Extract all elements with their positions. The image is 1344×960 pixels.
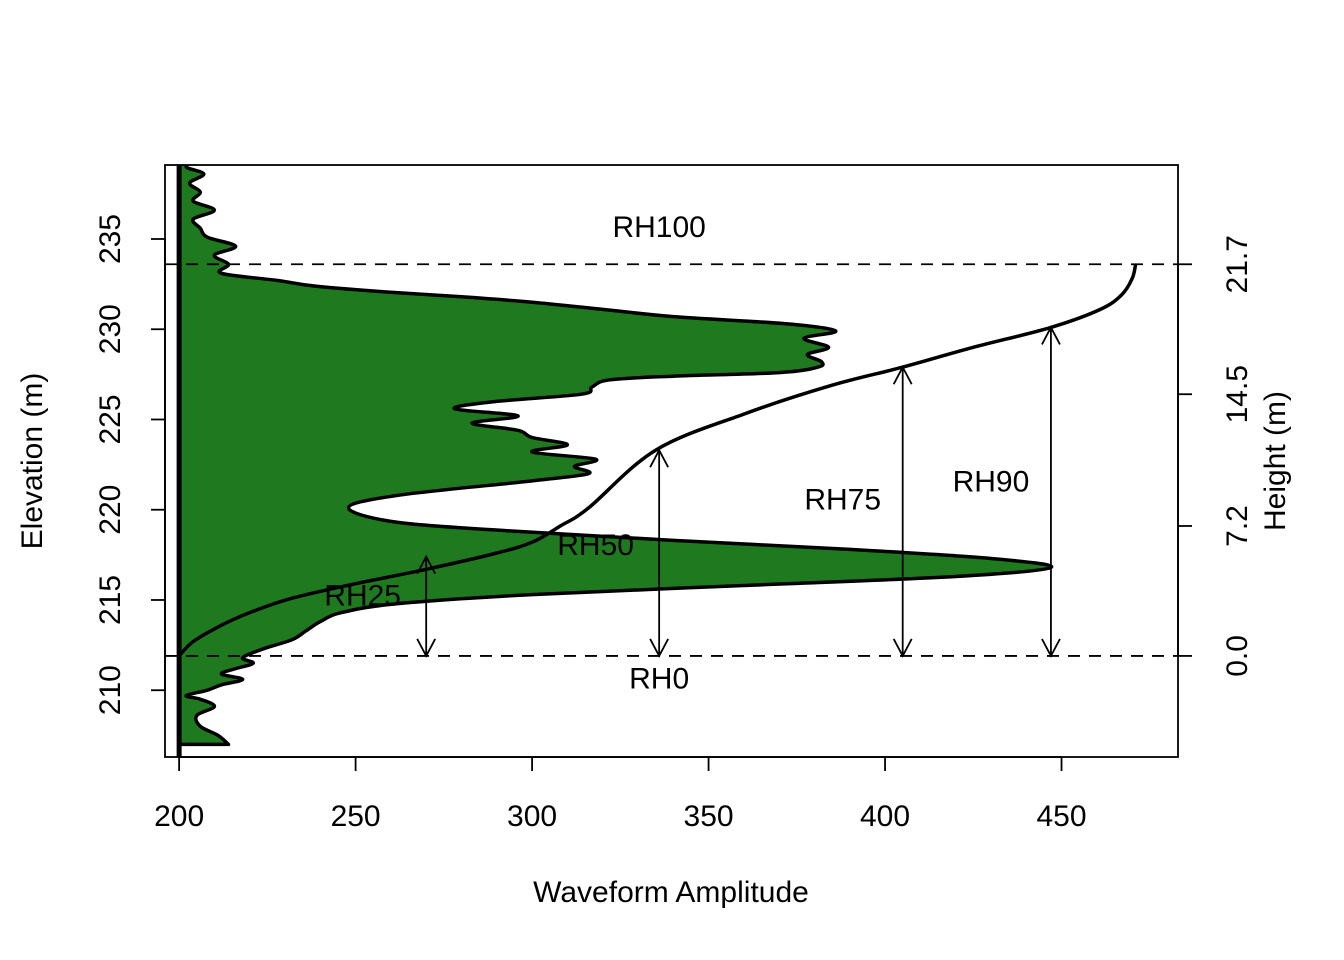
y-axis-right: 0.0 7.2 14.5 21.7: [1177, 235, 1254, 677]
rh-label: RH75: [804, 484, 881, 517]
y-axis-right-title: Height (m): [1259, 391, 1292, 531]
y-right-tick-label: 14.5: [1221, 365, 1254, 423]
y-tick-label: 235: [94, 214, 127, 264]
rh-arrow: [1041, 325, 1061, 658]
waveform-area: [177, 165, 1054, 747]
x-tick-label: 450: [1036, 800, 1086, 833]
x-tick-label: 400: [860, 800, 910, 833]
rh-arrow: [649, 448, 669, 658]
y-axis: 210 215 220 225 230 235: [94, 214, 166, 715]
rh-label: RH50: [557, 529, 634, 562]
y-tick-label: 210: [94, 665, 127, 715]
rh-labels: RH25 RH50 RH75 RH90 RH100 RH0: [324, 211, 1029, 695]
y-right-tick-label: 21.7: [1221, 235, 1254, 293]
rh-label: RH90: [953, 466, 1030, 499]
rh-label: RH0: [629, 662, 689, 695]
y-right-tick-label: 0.0: [1221, 635, 1254, 677]
cumulative-energy-curve: [177, 263, 1138, 658]
x-tick-label: 250: [331, 800, 381, 833]
x-tick-label: 350: [684, 800, 734, 833]
y-tick-label: 230: [94, 304, 127, 354]
rh-label: RH100: [612, 211, 705, 244]
rh-arrow: [892, 365, 913, 658]
x-tick-label: 200: [154, 800, 204, 833]
rh-arrows: [416, 325, 1061, 658]
x-axis: 200 250 300 350 400 450: [154, 756, 1087, 833]
rh-label: RH25: [324, 579, 401, 612]
x-tick-label: 300: [507, 800, 557, 833]
y-tick-label: 225: [94, 394, 127, 444]
y-axis-title: Elevation (m): [16, 373, 49, 550]
x-axis-title: Waveform Amplitude: [533, 876, 809, 909]
y-tick-label: 215: [94, 575, 127, 625]
y-right-tick-label: 7.2: [1221, 505, 1254, 547]
rh-arrow: [416, 554, 436, 658]
y-tick-label: 220: [94, 485, 127, 535]
